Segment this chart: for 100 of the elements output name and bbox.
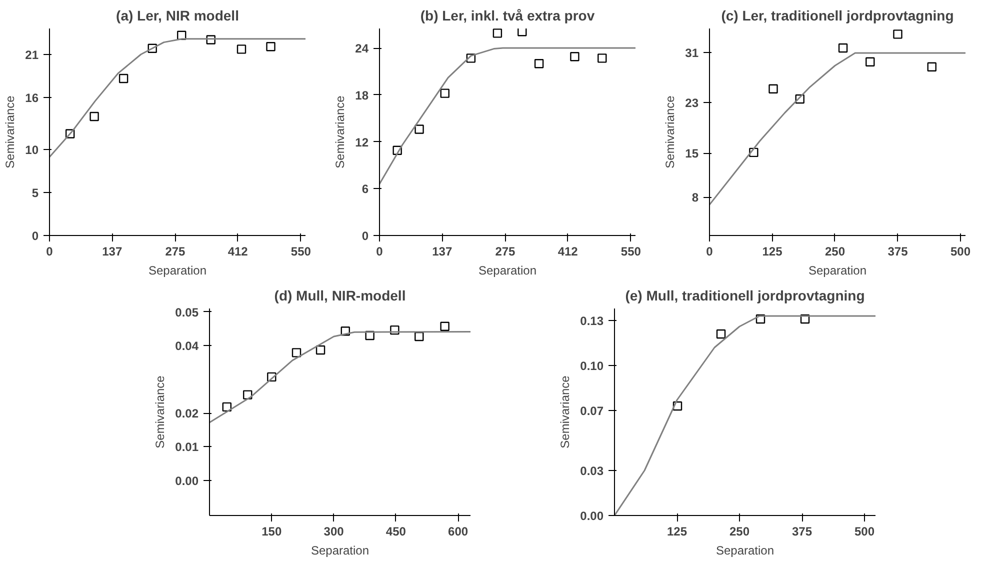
y-tick-label: 8 bbox=[692, 190, 699, 205]
point bbox=[440, 88, 450, 98]
y-tick-label: 18 bbox=[355, 88, 369, 102]
point bbox=[672, 401, 682, 411]
point bbox=[292, 348, 302, 358]
x-tick-label: 412 bbox=[228, 244, 248, 258]
x-tick-label: 0 bbox=[46, 244, 54, 258]
point bbox=[148, 44, 157, 53]
y-axis-title: Semivariance bbox=[333, 95, 348, 168]
line-series bbox=[210, 331, 470, 424]
x-tick-label: 125 bbox=[666, 524, 688, 538]
chart-title: (e) Mull, traditionell jordprovtagning bbox=[625, 288, 865, 304]
point bbox=[893, 30, 902, 39]
point bbox=[390, 325, 400, 335]
y-tick-label: 0 bbox=[362, 229, 369, 243]
y-tick-label: 0.04 bbox=[175, 339, 199, 354]
x-tick-label: 150 bbox=[262, 524, 282, 538]
point bbox=[266, 42, 276, 52]
point bbox=[65, 129, 75, 138]
point bbox=[866, 57, 875, 66]
x-axis-title: Separation bbox=[310, 544, 370, 558]
y-tick-label: 6 bbox=[362, 182, 369, 196]
y-tick-label: 0.03 bbox=[580, 464, 604, 478]
point bbox=[598, 54, 607, 63]
point bbox=[440, 322, 450, 331]
point bbox=[795, 94, 804, 104]
point bbox=[768, 84, 778, 94]
point bbox=[414, 124, 424, 134]
y-axis-title: Semivariance bbox=[3, 95, 18, 168]
y-tick-label: 5 bbox=[32, 186, 39, 200]
point bbox=[716, 329, 726, 339]
x-tick-label: 250 bbox=[824, 244, 846, 258]
x-tick-label: 375 bbox=[792, 524, 812, 538]
chart-title: (c) Ler, traditionell jordprovtagning bbox=[721, 8, 954, 24]
x-tick-label: 250 bbox=[729, 524, 750, 538]
point bbox=[800, 314, 810, 324]
point bbox=[756, 314, 766, 324]
point bbox=[570, 52, 580, 62]
y-tick-label: 0 bbox=[32, 229, 39, 243]
y-tick-label: 10 bbox=[25, 142, 39, 157]
x-tick-label: 275 bbox=[495, 244, 516, 258]
y-tick-label: 0.05 bbox=[175, 305, 199, 320]
y-tick-label: 12 bbox=[355, 135, 369, 150]
point bbox=[340, 326, 350, 336]
y-tick-label: 24 bbox=[355, 42, 369, 56]
point bbox=[236, 44, 246, 54]
chart-title: (a) Ler, NIR modell bbox=[116, 8, 239, 24]
point bbox=[392, 146, 402, 155]
x-tick-label: 412 bbox=[558, 244, 578, 258]
line-series bbox=[710, 52, 966, 206]
chart-title: (d) Mull, NIR-modell bbox=[274, 288, 406, 304]
x-tick-label: 300 bbox=[324, 524, 344, 538]
y-tick-label: 0.00 bbox=[175, 474, 199, 488]
x-tick-label: 275 bbox=[165, 244, 186, 258]
x-tick-label: 0 bbox=[376, 244, 384, 258]
y-tick-label: 0.01 bbox=[175, 440, 199, 454]
y-tick-label: 21 bbox=[25, 48, 39, 62]
x-axis-title: Separation bbox=[716, 544, 774, 558]
y-axis-title: Semivariance bbox=[663, 95, 678, 168]
line-series bbox=[380, 47, 636, 185]
x-axis-title: Separation bbox=[148, 264, 207, 278]
y-tick-label: 16 bbox=[25, 91, 39, 105]
x-tick-label: 137 bbox=[432, 244, 452, 258]
x-tick-label: 0 bbox=[706, 244, 714, 258]
point bbox=[414, 332, 424, 342]
x-tick-label: 600 bbox=[448, 524, 468, 538]
point bbox=[118, 74, 128, 84]
y-axis-title: Semivariance bbox=[558, 375, 572, 448]
point bbox=[749, 148, 758, 158]
x-tick-label: 450 bbox=[386, 524, 406, 538]
x-tick-label: 125 bbox=[762, 244, 783, 258]
y-tick-label: 23 bbox=[685, 96, 699, 110]
x-tick-label: 375 bbox=[888, 244, 908, 258]
x-tick-label: 550 bbox=[620, 244, 642, 258]
y-tick-label: 0.02 bbox=[175, 406, 199, 421]
x-tick-label: 137 bbox=[102, 244, 122, 258]
point bbox=[316, 345, 326, 355]
point bbox=[90, 112, 99, 122]
y-tick-label: 0.07 bbox=[580, 404, 604, 418]
y-axis-title: Semivariance bbox=[153, 375, 168, 448]
y-tick-label: 0.13 bbox=[580, 314, 604, 328]
y-tick-label: 0.00 bbox=[580, 509, 604, 523]
point bbox=[492, 28, 502, 38]
point bbox=[534, 59, 544, 68]
point bbox=[206, 35, 216, 44]
y-tick-label: 31 bbox=[685, 46, 699, 60]
y-tick-label: 15 bbox=[685, 146, 699, 161]
point bbox=[243, 390, 252, 400]
point bbox=[518, 28, 527, 36]
point bbox=[222, 402, 232, 412]
x-axis-title: Separation bbox=[478, 264, 537, 278]
point bbox=[838, 43, 848, 53]
point bbox=[927, 62, 936, 72]
x-axis-title: Separation bbox=[808, 264, 867, 278]
y-tick-label: 0.10 bbox=[580, 359, 604, 373]
point bbox=[466, 54, 476, 63]
x-tick-label: 500 bbox=[950, 244, 971, 258]
point bbox=[267, 372, 276, 382]
point bbox=[365, 330, 374, 340]
point bbox=[177, 30, 186, 40]
